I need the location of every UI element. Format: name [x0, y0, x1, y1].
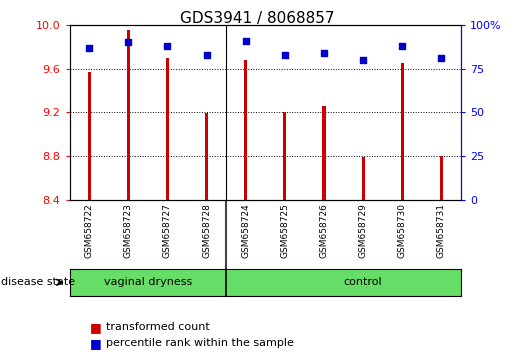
Text: ■: ■: [90, 321, 102, 334]
Text: GSM658725: GSM658725: [280, 203, 289, 258]
Bar: [88, 72, 91, 354]
Bar: [127, 30, 130, 354]
Text: GSM658727: GSM658727: [163, 203, 172, 258]
Text: GDS3941 / 8068857: GDS3941 / 8068857: [180, 11, 335, 25]
Text: GSM658729: GSM658729: [358, 203, 368, 258]
Bar: [205, 114, 208, 354]
Point: [437, 55, 445, 61]
Point: [281, 52, 289, 57]
Point: [163, 43, 171, 48]
Text: GSM658723: GSM658723: [124, 203, 133, 258]
Point: [320, 50, 328, 56]
Text: GSM658728: GSM658728: [202, 203, 211, 258]
Text: GSM658726: GSM658726: [319, 203, 329, 258]
Text: ■: ■: [90, 337, 102, 350]
Bar: [244, 60, 247, 354]
Text: GSM658730: GSM658730: [398, 203, 407, 258]
Text: GSM658731: GSM658731: [437, 203, 446, 258]
Bar: [283, 113, 286, 354]
Text: disease state: disease state: [1, 277, 75, 287]
Text: GSM658724: GSM658724: [241, 203, 250, 257]
Point: [359, 57, 367, 63]
Text: percentile rank within the sample: percentile rank within the sample: [106, 338, 294, 348]
Bar: [440, 156, 443, 354]
Bar: [362, 157, 365, 354]
Point: [242, 38, 250, 44]
Text: control: control: [344, 277, 382, 287]
Text: GSM658722: GSM658722: [84, 203, 94, 257]
Point: [202, 52, 211, 57]
Bar: [401, 63, 404, 354]
Bar: [166, 58, 169, 354]
Text: vaginal dryness: vaginal dryness: [104, 277, 192, 287]
Point: [124, 40, 132, 45]
Point: [398, 43, 406, 48]
Bar: [322, 106, 325, 354]
Point: [85, 45, 93, 50]
Text: transformed count: transformed count: [106, 322, 209, 332]
